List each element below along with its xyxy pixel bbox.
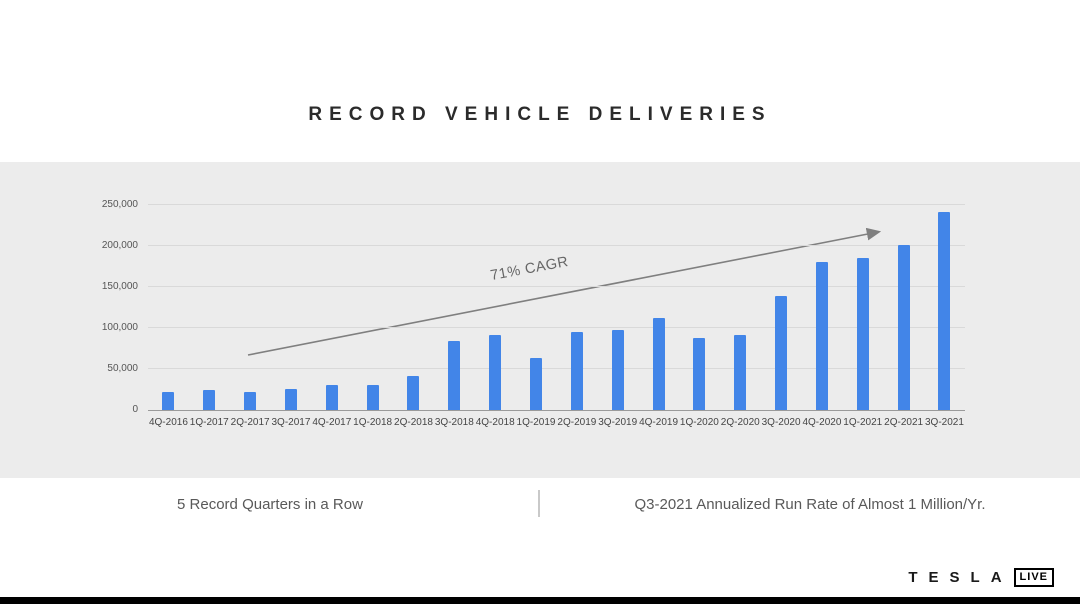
caption-left: 5 Record Quarters in a Row xyxy=(177,495,363,513)
bar-column: 2Q-2020 xyxy=(720,205,761,428)
delivery-bar xyxy=(734,335,747,410)
caption-divider xyxy=(538,490,540,517)
y-axis-tick-label: 200,000 xyxy=(101,240,138,251)
x-axis-tick-label: 1Q-2019 xyxy=(516,417,556,428)
bar-column: 1Q-2019 xyxy=(516,205,557,428)
tesla-logo: TESLA xyxy=(908,569,1013,587)
delivery-bar xyxy=(489,335,502,410)
delivery-bar xyxy=(203,389,216,410)
caption-row: 5 Record Quarters in a Row Q3-2021 Annua… xyxy=(0,490,1080,518)
gridline xyxy=(148,327,965,328)
bar-column: 4Q-2020 xyxy=(802,205,843,428)
x-axis-tick-label: 3Q-2021 xyxy=(924,417,964,428)
x-axis-tick-label: 1Q-2020 xyxy=(679,417,719,428)
x-axis-tick-label: 1Q-2017 xyxy=(189,417,229,428)
x-axis-tick-label: 3Q-2020 xyxy=(761,417,801,428)
bar-column: 4Q-2019 xyxy=(638,205,679,428)
x-axis-tick-label: 3Q-2017 xyxy=(271,417,311,428)
delivery-bar xyxy=(325,385,338,410)
bar-column: 2Q-2018 xyxy=(393,205,434,428)
y-axis-tick-label: 0 xyxy=(132,404,138,415)
bar-column: 2Q-2021 xyxy=(883,205,924,428)
live-badge: LIVE xyxy=(1013,568,1054,588)
caption-right: Q3-2021 Annualized Run Rate of Almost 1 … xyxy=(634,495,986,513)
delivery-bar xyxy=(407,376,420,410)
bar-column: 1Q-2018 xyxy=(352,205,393,428)
gridline xyxy=(148,368,965,369)
delivery-bar xyxy=(570,332,583,410)
y-axis-tick-label: 100,000 xyxy=(101,322,138,333)
delivery-bar xyxy=(897,245,910,410)
gridline xyxy=(148,286,965,287)
letterbox-bar xyxy=(0,597,1080,604)
delivery-bar xyxy=(611,330,624,410)
gridline xyxy=(148,204,965,205)
x-axis-tick-label: 2Q-2017 xyxy=(230,417,270,428)
x-axis-tick-label: 4Q-2020 xyxy=(802,417,842,428)
x-axis-tick-label: 2Q-2018 xyxy=(394,417,433,428)
delivery-bar xyxy=(775,296,788,410)
delivery-bar xyxy=(856,258,869,410)
bar-column: 4Q-2016 xyxy=(148,205,189,428)
delivery-bar xyxy=(284,388,297,410)
x-axis-tick-label: 4Q-2017 xyxy=(312,417,352,428)
delivery-bar xyxy=(448,341,461,410)
bar-column: 3Q-2020 xyxy=(761,205,802,428)
bar-column: 3Q-2018 xyxy=(434,205,475,428)
plot-area: 71% CAGR 0 50,000 100,000 150,000 200,000 250… xyxy=(102,200,965,428)
delivery-bar xyxy=(366,385,379,410)
x-axis-tick-label: 4Q-2018 xyxy=(475,417,515,428)
x-axis-tick-label: 3Q-2019 xyxy=(598,417,638,428)
x-axis-tick-label: 1Q-2018 xyxy=(353,417,393,428)
x-axis-tick-label: 3Q-2018 xyxy=(434,417,474,428)
bar-column: 1Q-2021 xyxy=(842,205,883,428)
delivery-bar xyxy=(815,261,828,410)
bar-column: 2Q-2017 xyxy=(230,205,271,428)
y-axis-tick-label: 250,000 xyxy=(101,199,138,210)
bar-columns: 4Q-2016 1Q-2017 2Q-2017 3Q-2017 4Q-2017 1Q-20… xyxy=(148,205,965,428)
delivery-bar xyxy=(938,212,951,410)
x-axis-tick-label: 4Q-2019 xyxy=(639,417,679,428)
chart-band: 71% CAGR 0 50,000 100,000 150,000 200,000 250… xyxy=(0,162,1080,478)
gridline xyxy=(148,245,965,246)
bar-column: 3Q-2019 xyxy=(597,205,638,428)
delivery-bar xyxy=(652,318,665,410)
x-axis-tick-label: 2Q-2021 xyxy=(884,417,924,428)
delivery-bar xyxy=(162,391,175,410)
x-axis-tick-label: 1Q-2021 xyxy=(843,417,883,428)
delivery-bar xyxy=(530,358,543,410)
delivery-bar xyxy=(244,391,257,410)
delivery-bar xyxy=(693,337,706,410)
bar-column: 4Q-2018 xyxy=(475,205,516,428)
y-axis-tick-label: 50,000 xyxy=(107,363,138,374)
slide-title: RECORD VEHICLE DELIVERIES xyxy=(308,104,772,125)
x-axis-tick-label: 2Q-2019 xyxy=(557,417,597,428)
x-axis-tick-label: 4Q-2016 xyxy=(148,417,188,428)
bar-column: 1Q-2017 xyxy=(189,205,230,428)
bar-column: 1Q-2020 xyxy=(679,205,720,428)
bar-column: 2Q-2019 xyxy=(556,205,597,428)
footer-brand: TESLA LIVE xyxy=(908,568,1054,588)
bar-column: 4Q-2017 xyxy=(311,205,352,428)
x-axis-tick-label: 2Q-2020 xyxy=(720,417,760,428)
y-axis-tick-label: 150,000 xyxy=(101,281,138,292)
bar-column: 3Q-2021 xyxy=(924,205,965,428)
bar-column: 3Q-2017 xyxy=(271,205,312,428)
